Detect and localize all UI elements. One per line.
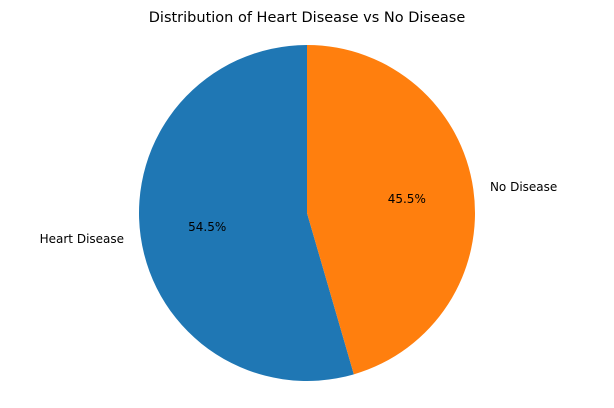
chart-title: Distribution of Heart Disease vs No Dise… <box>149 10 466 26</box>
pie-labels: 54.5% Heart Disease 45.5% No Disease <box>40 180 558 246</box>
pie-slice-heart-disease <box>139 45 354 381</box>
pie-category-label-no-disease: No Disease <box>490 180 557 194</box>
pie-category-label-heart-disease: Heart Disease <box>40 232 124 246</box>
pie-pct-label-no-disease: 45.5% <box>388 192 426 206</box>
pie-pct-label-heart-disease: 54.5% <box>188 220 226 234</box>
pie-slice-no-disease <box>307 45 476 375</box>
pie-slices <box>139 45 476 381</box>
